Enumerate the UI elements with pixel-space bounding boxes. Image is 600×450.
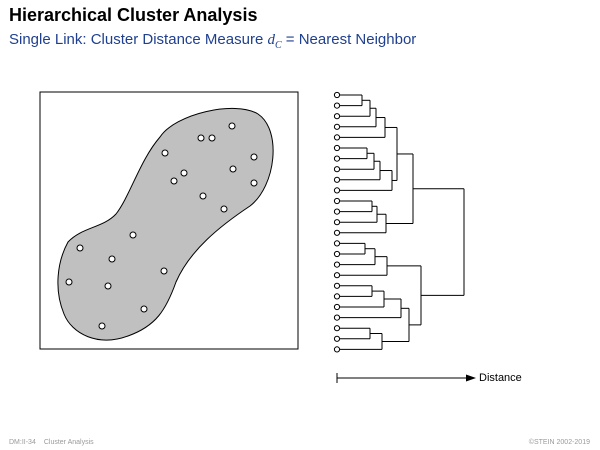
slide-subtitle: Single Link: Cluster Distance Measure dC… <box>9 31 416 51</box>
dendrogram-leaf <box>333 240 341 247</box>
data-points <box>65 122 258 330</box>
subtitle-suffix: = Nearest Neighbor <box>281 31 417 48</box>
slide-title: Hierarchical Cluster Analysis <box>9 5 258 25</box>
dendrogram-leaf <box>333 102 341 109</box>
data-point <box>129 231 137 239</box>
data-point <box>76 244 84 252</box>
dendrogram <box>333 91 465 353</box>
data-point <box>229 165 237 173</box>
data-point <box>250 153 258 161</box>
dendrogram-leaf <box>333 176 341 183</box>
footer-left: DM:II-34 Cluster Analysis <box>9 439 94 446</box>
data-point <box>160 267 168 275</box>
data-point <box>140 305 148 313</box>
dendrogram-leaf <box>333 250 341 258</box>
dendrogram-leaf <box>333 187 341 194</box>
dendrogram-leaf <box>333 113 341 120</box>
dendrogram-leaf <box>333 134 341 141</box>
dendrogram-leaf <box>333 293 341 300</box>
dendrogram-leaf <box>333 229 341 236</box>
dendrogram-leaf <box>333 282 341 289</box>
data-point <box>208 134 216 142</box>
data-point <box>220 205 228 213</box>
dendrogram-leaf <box>333 303 341 311</box>
dendrogram-leaf <box>333 91 341 99</box>
data-point <box>170 177 178 185</box>
data-point <box>161 149 169 157</box>
distance-axis-label: Distance <box>479 372 522 384</box>
dendrogram-leaf <box>333 346 341 353</box>
subtitle-prefix: Single Link: Cluster Distance Measure <box>9 31 268 48</box>
data-point <box>199 192 207 200</box>
dendrogram-leaf <box>333 314 341 321</box>
dendrogram-leaf <box>333 197 341 205</box>
dendrogram-leaf <box>333 219 341 226</box>
data-point <box>180 169 188 177</box>
footer-section: Cluster Analysis <box>43 439 94 446</box>
dendrogram-leaf <box>333 166 341 173</box>
subtitle-math: dC <box>267 32 282 51</box>
data-point <box>250 179 258 187</box>
dendrogram-leaf <box>333 325 341 332</box>
dendrogram-leaf <box>333 144 341 152</box>
dendrogram-leaf <box>333 208 341 215</box>
dendrogram-leaf <box>333 335 341 342</box>
dendrogram-leaf <box>333 272 341 279</box>
data-point <box>98 322 106 330</box>
slide-number: DM:II-34 <box>9 439 36 446</box>
dendrogram-leaf <box>333 123 341 130</box>
data-point <box>108 255 116 263</box>
cluster-blob <box>57 107 274 341</box>
footer-copyright: ©STEIN 2002-2019 <box>528 439 590 446</box>
data-point <box>197 134 205 142</box>
dendrogram-leaf <box>333 155 341 162</box>
data-point <box>65 278 73 286</box>
data-point <box>228 122 236 130</box>
data-point <box>104 282 112 290</box>
dendrogram-leaf <box>333 261 341 268</box>
distance-axis-arrow <box>466 374 476 382</box>
